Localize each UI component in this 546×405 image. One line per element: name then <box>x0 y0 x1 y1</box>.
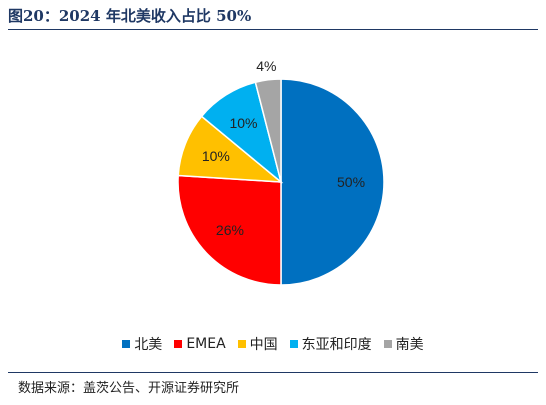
legend-swatch <box>122 340 131 348</box>
pie-label-2: 26% <box>216 222 244 238</box>
legend-swatch <box>237 340 246 348</box>
source-rule <box>8 372 538 373</box>
pie-chart: 50% 26% 10% 10% 4% <box>177 58 385 286</box>
pie-labels: 50% 26% 10% 10% 4% <box>202 58 365 238</box>
legend-item-5: 南美 <box>383 334 424 354</box>
chart-legend: 北美 EMEA 中国 东亚和印度 南美 <box>0 334 546 354</box>
figure-title: 图20：2024 年北美收入占比 50% <box>8 7 252 25</box>
legend-item-2: EMEA <box>174 336 226 352</box>
pie-label-5: 4% <box>256 58 276 74</box>
pie-slice-1 <box>280 78 385 286</box>
pie-slices <box>177 78 385 286</box>
legend-label: 北美 <box>134 337 163 353</box>
title-rule <box>8 29 538 30</box>
legend-item-4: 东亚和印度 <box>289 334 372 354</box>
legend-label: 南美 <box>395 337 424 353</box>
legend-swatch <box>289 340 298 348</box>
legend-item-1: 北美 <box>122 334 162 354</box>
data-source: 数据来源：盖茨公告、开源证券研究所 <box>18 381 240 396</box>
legend-label: 中国 <box>249 337 278 353</box>
pie-label-1: 50% <box>337 174 365 190</box>
pie-label-4: 10% <box>229 115 257 131</box>
legend-label: 东亚和印度 <box>301 337 372 353</box>
legend-item-3: 中国 <box>237 334 278 354</box>
pie-slice-2 <box>177 174 282 286</box>
legend-swatch <box>174 340 183 348</box>
legend-label: EMEA <box>186 336 226 352</box>
pie-label-3: 10% <box>202 148 230 164</box>
pie-slice-5 <box>254 78 282 183</box>
legend-swatch <box>383 340 392 348</box>
